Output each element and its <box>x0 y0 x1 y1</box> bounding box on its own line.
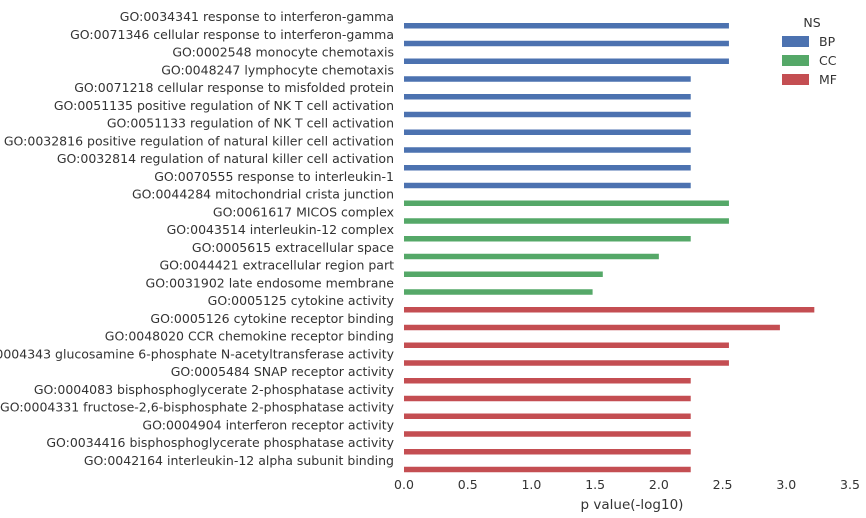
category-label: GO:0005484 SNAP receptor activity <box>171 364 395 379</box>
category-label: GO:0034416 bisphosphoglycerate phosphata… <box>46 435 394 450</box>
bar-cc <box>404 236 691 242</box>
bar-mf <box>404 378 691 384</box>
category-label: GO:0005126 cytokine receptor binding <box>150 311 394 326</box>
category-label: GO:0031902 late endosome membrane <box>146 275 395 290</box>
x-tick-label: 3.0 <box>776 477 796 492</box>
category-label: GO:0044284 mitochondrial crista junction <box>132 187 394 202</box>
bar-bp <box>404 147 691 153</box>
legend-title: NS <box>803 15 820 30</box>
bar-mf <box>404 307 815 313</box>
x-tick-label: 2.0 <box>649 477 669 492</box>
bar-bp <box>404 40 729 47</box>
bar-cc <box>404 271 603 277</box>
category-label: GO:0048247 lymphocyte chemotaxis <box>161 62 394 77</box>
category-label: GO:0042164 interleukin-12 alpha subunit … <box>84 453 394 468</box>
bar-cc <box>404 253 659 260</box>
bar-mf <box>404 395 691 402</box>
x-tick-label: 0.0 <box>394 477 414 492</box>
bar-mf <box>404 449 691 455</box>
x-tick-label: 1.5 <box>585 477 605 492</box>
category-label: GO:0071218 cellular response to misfolde… <box>74 80 394 95</box>
legend: NS BP CC MF <box>782 15 837 87</box>
legend-swatch-cc <box>782 55 809 66</box>
bar-bp <box>404 165 691 171</box>
legend-label-cc: CC <box>819 53 837 68</box>
category-label: GO:0002548 monocyte chemotaxis <box>172 45 394 60</box>
category-label: GO:0070555 response to interleukin-1 <box>154 169 394 184</box>
category-label: GO:0034341 response to interferon-gamma <box>120 9 394 24</box>
bar-cc <box>404 218 729 224</box>
category-label: GO:0071346 cellular response to interfer… <box>70 27 394 42</box>
x-tick-label: 0.5 <box>458 477 478 492</box>
bar-mf <box>404 324 780 331</box>
bar-bp <box>404 111 691 118</box>
bar-mf <box>404 360 729 366</box>
bar-bp <box>404 58 729 64</box>
legend-swatch-bp <box>782 36 809 47</box>
category-label: GO:0004083 bisphosphoglycerate 2-phospha… <box>34 382 395 397</box>
x-tick-label: 1.0 <box>521 477 541 492</box>
category-label: GO:0004331 fructose-2,6-bisphosphate 2-p… <box>0 400 395 415</box>
category-label: GO:0004343 glucosamine 6-phosphate N-ace… <box>0 346 395 361</box>
category-label: GO:0005125 cytokine activity <box>208 293 395 308</box>
category-label: GO:0005615 extracellular space <box>192 240 394 255</box>
bar-mf <box>404 466 691 473</box>
category-label: GO:0051135 positive regulation of NK T c… <box>54 98 394 113</box>
x-axis-title: p value(-log10) <box>581 497 684 513</box>
bar-bp <box>404 94 691 100</box>
category-label: GO:0032814 regulation of natural killer … <box>57 151 394 166</box>
category-label: GO:0004904 interferon receptor activity <box>142 417 394 432</box>
bar-mf <box>404 413 691 419</box>
legend-swatch-mf <box>782 74 809 85</box>
bar-cc <box>404 200 729 206</box>
bar-mf <box>404 431 691 437</box>
legend-label-bp: BP <box>819 34 836 49</box>
bar-mf <box>404 342 729 348</box>
legend-label-mf: MF <box>819 72 837 87</box>
category-label: GO:0043514 interleukin-12 complex <box>167 222 394 237</box>
bar-cc <box>404 289 593 295</box>
plot-area: GO:0034341 response to interferon-gamma G… <box>0 9 860 492</box>
bar-bp <box>404 182 691 189</box>
category-label: GO:0032816 positive regulation of natura… <box>4 133 394 148</box>
category-label: GO:0044421 extracellular region part <box>159 258 394 273</box>
x-tick-label: 2.5 <box>713 477 733 492</box>
bar-bp <box>404 129 691 135</box>
bar-bp <box>404 23 729 29</box>
bar-bp <box>404 76 691 82</box>
category-label: GO:0051133 regulation of NK T cell activ… <box>107 116 394 131</box>
x-tick-label: 3.5 <box>840 477 860 492</box>
category-label: GO:0048020 CCR chemokine receptor bindin… <box>105 329 394 344</box>
category-label: GO:0061617 MICOS complex <box>213 204 394 219</box>
